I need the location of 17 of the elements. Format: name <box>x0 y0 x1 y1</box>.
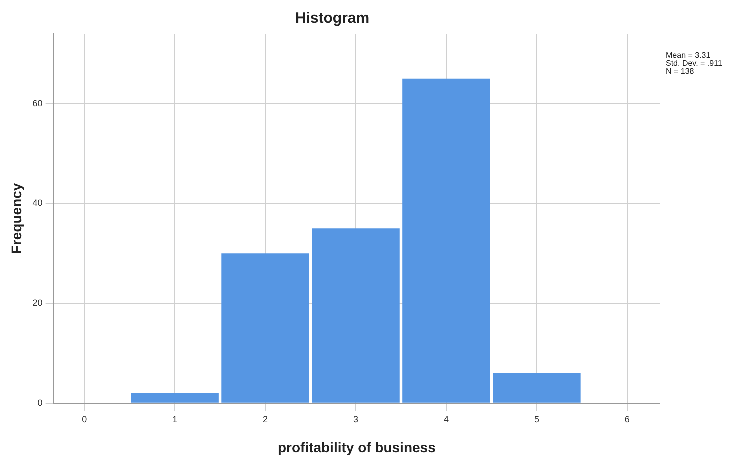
text: N = 138 <box>666 67 696 76</box>
x-tick-label: 6 <box>624 414 630 424</box>
text: Mean = 3.31 <box>666 51 712 60</box>
y-tick-label: 20 <box>32 298 43 308</box>
x-tick-label: 3 <box>353 414 359 424</box>
x-tick-label: 5 <box>534 414 540 424</box>
x-tick-label: 0 <box>82 414 88 424</box>
chart-title: Histogram <box>295 10 370 28</box>
x-tick-label: 1 <box>172 414 178 424</box>
y-tick-label: 60 <box>32 98 43 108</box>
x-tick-label: 4 <box>444 414 449 424</box>
text: Std. Dev. = .911 <box>666 59 722 68</box>
y-axis-title: Frequency <box>8 183 24 254</box>
x-axis-title: profitability of business <box>278 439 436 456</box>
y-tick-label: 40 <box>32 198 43 208</box>
x-tick-label: 2 <box>263 414 268 424</box>
y-tick-label: 0 <box>38 398 43 408</box>
